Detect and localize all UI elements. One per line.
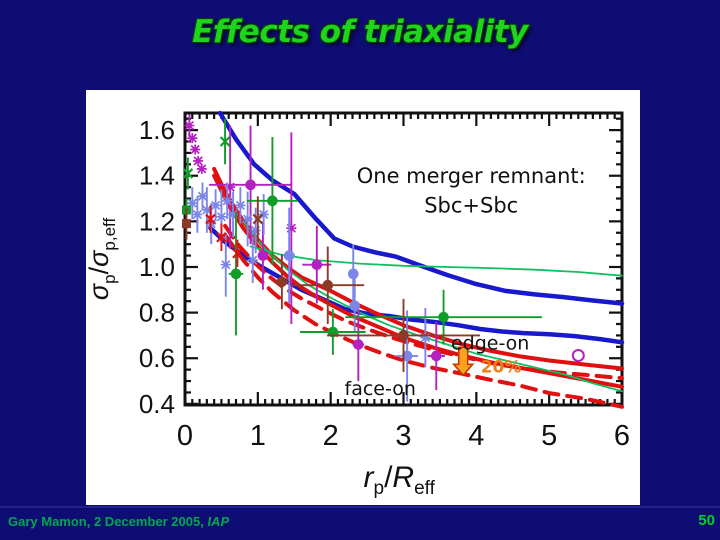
marker-ast: [210, 200, 221, 211]
marker-ast: [220, 259, 231, 270]
marker-ast: [242, 214, 253, 225]
marker-ast: [192, 209, 203, 220]
marker-sq: [181, 219, 191, 229]
marker-ast: [420, 332, 431, 343]
marker-dot: [311, 259, 323, 271]
marker-dot: [230, 268, 242, 280]
marker-ast: [196, 163, 207, 174]
slide-title: Effects of triaxiality: [192, 14, 528, 50]
annotation-pct-20-label: 20%: [481, 358, 522, 378]
marker-ast: [184, 120, 195, 131]
marker-ast: [222, 195, 233, 206]
marker-ast: [258, 209, 269, 220]
curve-red-dashed-lower-face-on: [223, 233, 624, 409]
curves: [208, 110, 625, 409]
curve-red-dashed-upper-face-on: [223, 223, 624, 381]
curve-blue-upper: [217, 110, 625, 306]
marker-ast: [235, 200, 246, 211]
x-axis-label: rp/Reff: [364, 461, 436, 499]
marker-ast: [225, 182, 236, 193]
footer-credit-institute: IAP: [207, 514, 230, 529]
marker-dot: [430, 350, 442, 362]
y-tick-label: 1.6: [139, 115, 175, 145]
marker-ast: [193, 155, 204, 166]
marker-ast: [216, 211, 227, 222]
annotations: One merger remnant: Sbc+Sbc edge-on face-on…: [345, 164, 586, 400]
marker-x: [252, 213, 264, 225]
marker-ast: [228, 209, 239, 220]
marker-dot: [349, 300, 361, 312]
y-tick-label: 1.0: [139, 252, 175, 282]
axes: 0 1 2 3 4 5 6 0.4 0.6 0.8 1.0 1.2 1.4 1.6 rp/Reff σp/σp…: [86, 111, 630, 499]
x-tick-label: 4: [468, 420, 484, 452]
triaxiality-chart: 0 1 2 3 4 5 6 0.4 0.6 0.8 1.0 1.2 1.4 1.6 rp/Reff σp/σp…: [86, 110, 630, 499]
page-number: 50: [698, 512, 715, 529]
marker-dot: [398, 330, 409, 341]
annotation-face-on-label: face-on: [345, 378, 416, 400]
twenty-percent-arrow-icon: [451, 346, 475, 377]
marker-x: [182, 168, 194, 179]
plot-frame: [183, 111, 624, 407]
marker-x: [205, 213, 216, 225]
x-tick-label: 1: [250, 420, 266, 452]
marker-ast: [190, 144, 201, 155]
x-tick-label: 2: [323, 420, 339, 452]
x-tick-label: 5: [541, 420, 557, 452]
marker-dot: [347, 268, 359, 280]
curve-green-flat: [249, 245, 623, 277]
marker-ast: [187, 198, 198, 209]
plot-panel: 0 1 2 3 4 5 6 0.4 0.6 0.8 1.0 1.2 1.4 1.6 rp/Reff σp/σp…: [86, 90, 640, 505]
marker-odot: [571, 348, 585, 362]
y-tick-label: 1.2: [139, 206, 175, 236]
marker-ast: [201, 204, 212, 215]
annotation-edge-on-label: edge-on: [451, 332, 529, 354]
marker-x: [216, 232, 227, 243]
marker-dot: [322, 279, 334, 291]
x-tick-label: 6: [614, 420, 630, 452]
data-points: [181, 114, 585, 402]
marker-dot: [283, 250, 295, 261]
marker-ast: [197, 191, 208, 202]
y-tick-label: 0.8: [139, 298, 175, 328]
marker-x: [219, 136, 231, 147]
marker-dot: [245, 179, 256, 191]
marker-dot: [401, 350, 413, 362]
marker-ast: [187, 133, 198, 144]
y-tick-label: 0.6: [139, 343, 175, 373]
marker-dot: [267, 195, 278, 207]
marker-dot: [353, 339, 364, 350]
marker-ast: [247, 255, 258, 266]
x-tick-label: 0: [177, 420, 193, 452]
x-tick-label: 3: [395, 420, 411, 452]
marker-ast: [250, 225, 261, 236]
y-tick-label: 1.4: [139, 161, 175, 191]
annotation-merger-remnant-line2: Sbc+Sbc: [424, 194, 518, 218]
marker-dot: [276, 276, 288, 288]
marker-x: [232, 248, 243, 259]
marker-dot: [257, 250, 269, 261]
footer-divider: [0, 506, 720, 508]
footer-credit: Gary Mamon, 2 December 2005, IAP: [8, 514, 229, 529]
y-axis-label: σp/σp,eff: [86, 218, 119, 301]
y-tick-label: 0.4: [139, 389, 175, 419]
footer-credit-text: Gary Mamon, 2 December 2005,: [8, 514, 208, 529]
annotation-merger-remnant-line1: One merger remnant:: [357, 164, 586, 188]
marker-dot: [438, 311, 449, 323]
marker-ast: [286, 223, 297, 234]
